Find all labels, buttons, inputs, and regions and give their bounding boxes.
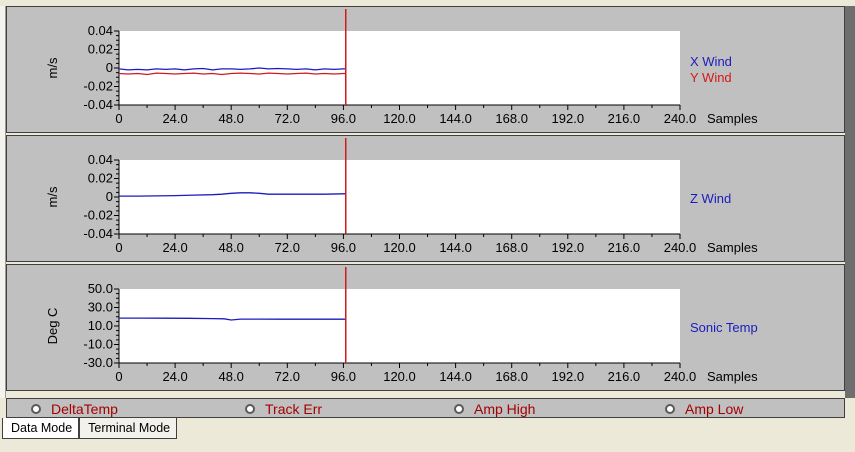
- y-tick-label: -10.0: [83, 337, 113, 352]
- x-tick-label: 120.0: [383, 240, 416, 255]
- y-axis-label: m/s: [45, 57, 60, 78]
- x-tick-label: 72.0: [275, 240, 300, 255]
- sonic-temp-chart: 50.0 30.0 10.0 -10.0 -30.00 24.0 48.0 72.0 96.0 1…: [45, 267, 758, 384]
- plot-area: [119, 289, 680, 363]
- indicator-track-err: Track Err: [245, 400, 322, 417]
- x-tick-label: 144.0: [439, 240, 472, 255]
- x-tick-label: 48.0: [219, 240, 244, 255]
- y-tick-label: 0: [106, 189, 113, 204]
- indicator-label: Amp High: [474, 400, 536, 417]
- indicator-delta-temp: DeltaTemp: [31, 400, 118, 417]
- x-axis-label: Samples: [707, 111, 758, 126]
- wind-z-chart-panel: 0.04 0.02 0 -0.02 -0.04 0 24.0 48.0 72.0 96.0 120.…: [6, 135, 845, 262]
- x-axis-label: Samples: [707, 369, 758, 384]
- x-tick-label: 168.0: [495, 240, 528, 255]
- x-tick-label: 96.0: [331, 369, 356, 384]
- x-tick-label: 120.0: [383, 111, 416, 126]
- y-tick-label: -0.02: [83, 79, 113, 94]
- x-tick-label: 0: [115, 111, 122, 126]
- legend-entry: Y Wind: [690, 70, 732, 85]
- y-tick-label: 0.02: [88, 42, 113, 57]
- y-tick-label: 0: [106, 60, 113, 75]
- x-tick-label: 168.0: [495, 369, 528, 384]
- x-tick-label: 192.0: [552, 369, 585, 384]
- left-border: [0, 6, 6, 398]
- y-tick-label: -0.04: [83, 226, 113, 241]
- x-tick-label: 0: [115, 240, 122, 255]
- x-tick-label: 192.0: [552, 111, 585, 126]
- sonic-temp-chart-panel: 50.0 30.0 10.0 -10.0 -30.0 0 24.0 48.0 72.0 96.0 1…: [6, 264, 845, 391]
- tab-terminal-mode[interactable]: Terminal Mode: [79, 418, 178, 439]
- status-led-icon: [31, 403, 41, 414]
- wind-xy-chart-panel: 0.04 0.02 0 -0.02 -0.04 0 24.0 48.0 72.0 96.0 120.…: [6, 6, 845, 133]
- series-line: [118, 67, 346, 71]
- x-tick-label: 168.0: [495, 111, 528, 126]
- indicator-amp-low: Amp Low: [665, 400, 743, 417]
- y-tick-label: 0.04: [88, 152, 113, 167]
- y-axis-label: m/s: [45, 186, 60, 207]
- y-tick-label: -0.02: [83, 208, 113, 223]
- x-tick-label: 48.0: [219, 369, 244, 384]
- status-led-icon: [454, 403, 464, 414]
- wind-xy-chart: 0.040.020-0.02-0.040 24.0 48.0 72.0 96.0 120.…: [45, 9, 758, 126]
- series-line: [118, 72, 346, 76]
- indicator-amp-high: Amp High: [454, 400, 535, 417]
- x-tick-label: 96.0: [331, 240, 356, 255]
- x-tick-label: 24.0: [162, 111, 187, 126]
- status-indicator-bar: DeltaTemp Track Err Amp High Amp Low: [6, 398, 845, 418]
- x-tick-label: 120.0: [383, 369, 416, 384]
- status-led-icon: [245, 403, 255, 414]
- x-tick-label: 216.0: [608, 111, 641, 126]
- x-tick-label: 216.0: [608, 240, 641, 255]
- legend-entry: Sonic Temp: [690, 320, 758, 335]
- plot-area: [119, 160, 680, 234]
- wind-z-chart: 0.040.020-0.02-0.040 24.0 48.0 72.0 96.0 120.…: [45, 138, 758, 255]
- indicator-label: DeltaTemp: [51, 400, 118, 417]
- x-tick-label: 72.0: [275, 111, 300, 126]
- series-line: [119, 317, 346, 321]
- indicator-label: Track Err: [265, 400, 323, 417]
- legend-entry: X Wind: [690, 54, 732, 69]
- series-line: [119, 192, 346, 197]
- x-tick-label: 240.0: [664, 369, 697, 384]
- x-tick-label: 192.0: [552, 240, 585, 255]
- x-tick-label: 24.0: [162, 240, 187, 255]
- right-scroll-edge: [845, 6, 855, 398]
- x-tick-label: 96.0: [331, 111, 356, 126]
- y-tick-label: 0.02: [88, 171, 113, 186]
- x-tick-label: 144.0: [439, 369, 472, 384]
- status-led-icon: [665, 403, 675, 414]
- x-tick-label: 72.0: [275, 369, 300, 384]
- y-tick-label: -30.0: [83, 355, 113, 370]
- legend-entry: Z Wind: [690, 191, 731, 206]
- x-tick-label: 0: [115, 369, 122, 384]
- x-tick-label: 24.0: [162, 369, 187, 384]
- y-tick-label: -0.04: [83, 97, 113, 112]
- y-tick-label: 30.0: [88, 300, 113, 315]
- y-tick-label: 10.0: [88, 318, 113, 333]
- y-tick-label: 50.0: [88, 281, 113, 296]
- x-tick-label: 240.0: [664, 240, 697, 255]
- x-axis-label: Samples: [707, 240, 758, 255]
- mode-tabs: Data Mode Terminal Mode: [2, 418, 178, 440]
- x-tick-label: 144.0: [439, 111, 472, 126]
- x-tick-label: 240.0: [664, 111, 697, 126]
- indicator-label: Amp Low: [685, 400, 744, 417]
- x-tick-label: 216.0: [608, 369, 641, 384]
- x-tick-label: 48.0: [219, 111, 244, 126]
- plot-area: [119, 31, 680, 105]
- top-border: [0, 0, 855, 6]
- y-tick-label: 0.04: [88, 23, 113, 38]
- y-axis-label: Deg C: [45, 308, 60, 345]
- tab-data-mode[interactable]: Data Mode: [2, 418, 80, 439]
